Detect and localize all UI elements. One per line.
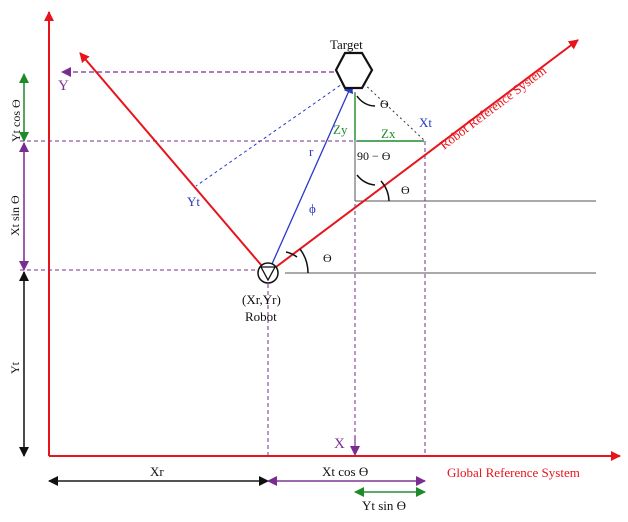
robot-x-label: Xt [419,115,432,130]
zx-label: Zx [381,126,396,141]
r-label: r [309,144,314,159]
global-y-label: Y [58,78,69,94]
dim-yt-sin-label: Yt sin ϴ [362,498,406,513]
target-label: Target [330,37,363,52]
theta-label-robot: ϴ [323,251,332,265]
robot-coords-label: (Xr,Yr) [242,292,281,307]
target-hexagon [334,51,374,90]
dim-xt-cos-label: Xt cos ϴ [322,464,368,479]
phi-label: ϕ [309,201,316,216]
theta-label-axis: ϴ [401,183,410,197]
dim-yt-cos-label: Yt cos ϴ [9,99,23,142]
robot-label: Robot [245,309,277,324]
robot-system-label: Robot Reference System [437,63,549,153]
dim-yt-label: Yt [8,361,22,374]
angle-arcs [285,95,390,274]
robot-marker [257,262,279,284]
dim-xr-label: Xr [150,464,164,479]
dim-xt-sin-label: Xt sin ϴ [8,195,22,236]
global-system-label: Global Reference System [447,465,580,480]
theta-label-target: ϴ [380,97,389,111]
zy-label: Zy [333,122,348,137]
yt-projection-line [195,81,346,187]
ninety-minus-theta-label: 90 − ϴ [357,149,391,163]
robot-y-axis [79,52,269,274]
r-vector [267,83,353,274]
robot-x-axis [267,39,579,274]
robot-y-label: Yt [187,194,200,209]
global-x-label: X [334,436,345,452]
